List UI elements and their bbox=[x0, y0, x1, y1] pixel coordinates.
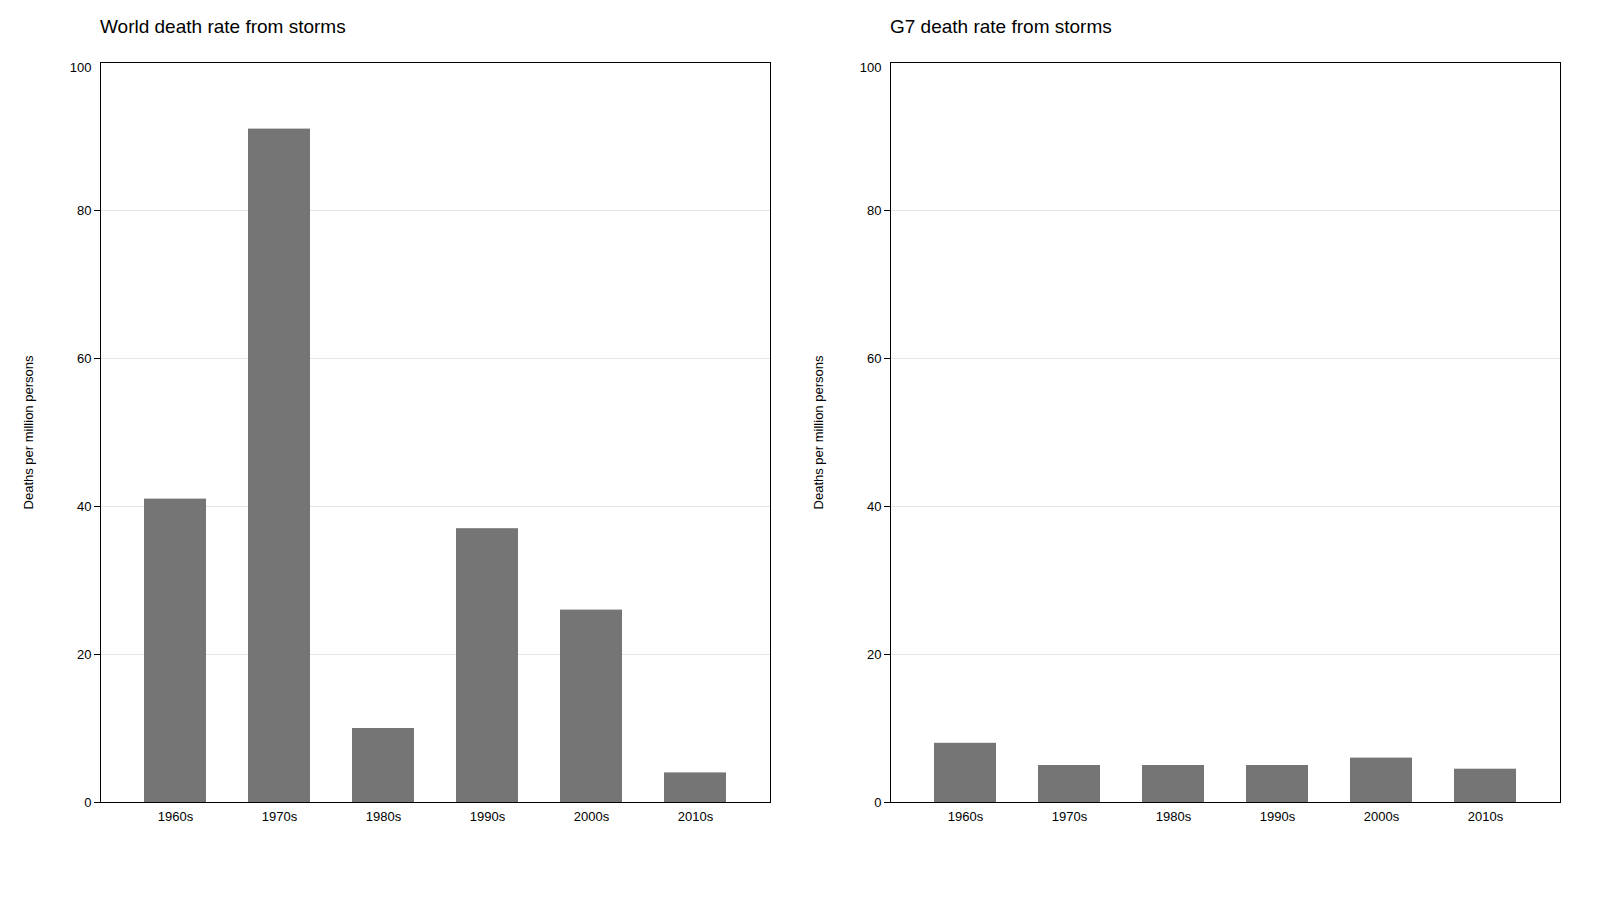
svg-text:100: 100 bbox=[860, 60, 882, 75]
html-text:G7 death rate from storms: G7 death rate from storms bbox=[890, 16, 1112, 37]
svg-text:80: 80 bbox=[77, 203, 91, 218]
svg-text:2000s: 2000s bbox=[574, 809, 610, 824]
svg-text:100: 100 bbox=[70, 60, 92, 75]
svg-text:40: 40 bbox=[867, 499, 881, 514]
svg-text:20: 20 bbox=[867, 647, 881, 662]
svg-text:20: 20 bbox=[77, 647, 91, 662]
svg-text:1970s: 1970s bbox=[1052, 809, 1088, 824]
svg-text:1960s: 1960s bbox=[158, 809, 194, 824]
svg-text:2000s: 2000s bbox=[1364, 809, 1400, 824]
svg-text:2010s: 2010s bbox=[678, 809, 714, 824]
svg-text:Deaths per million persons: Deaths per million persons bbox=[21, 355, 36, 509]
svg-text:Deaths per million persons: Deaths per million persons bbox=[811, 355, 826, 509]
svg-text:0: 0 bbox=[84, 795, 91, 810]
svg-text:1980s: 1980s bbox=[366, 809, 402, 824]
svg-text:1990s: 1990s bbox=[1260, 809, 1296, 824]
svg-text:1960s: 1960s bbox=[948, 809, 984, 824]
svg-text:60: 60 bbox=[77, 351, 91, 366]
svg-text:0: 0 bbox=[874, 795, 881, 810]
svg-text:80: 80 bbox=[867, 203, 881, 218]
svg-text:1980s: 1980s bbox=[1156, 809, 1192, 824]
svg-text:40: 40 bbox=[77, 499, 91, 514]
svg-text:1990s: 1990s bbox=[470, 809, 506, 824]
html-text:World death rate from storms: World death rate from storms bbox=[100, 16, 346, 37]
svg-text:60: 60 bbox=[867, 351, 881, 366]
svg-text:2010s: 2010s bbox=[1468, 809, 1504, 824]
svg-text:1970s: 1970s bbox=[262, 809, 298, 824]
